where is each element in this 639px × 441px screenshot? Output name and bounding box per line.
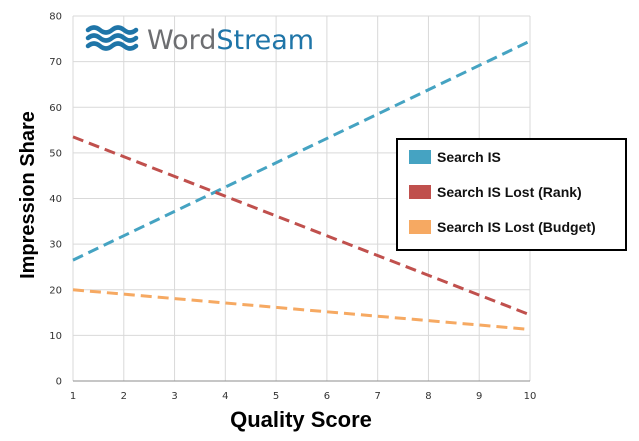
series-line-3 xyxy=(72,288,531,331)
x-tick-label: 6 xyxy=(324,391,330,402)
wave-icon xyxy=(85,25,139,51)
x-tick-label: 9 xyxy=(476,391,482,402)
y-tick-label: 20 xyxy=(49,285,62,296)
svg-text:WordStream: WordStream xyxy=(147,25,314,56)
legend-label: Search IS xyxy=(437,149,501,165)
legend-swatch xyxy=(409,185,431,199)
y-tick-label: 10 xyxy=(49,331,62,342)
legend-box xyxy=(396,138,627,251)
x-tick-label: 5 xyxy=(273,391,279,402)
y-tick-label: 50 xyxy=(49,148,62,159)
y-axis-title: Impression Share xyxy=(17,111,39,279)
x-tick-label: 8 xyxy=(425,391,431,402)
y-tick-label: 30 xyxy=(49,240,62,251)
x-tick-label: 10 xyxy=(524,391,537,402)
y-tick-label: 60 xyxy=(49,103,62,114)
legend: Search IS Search IS Lost (Rank) Search IS … xyxy=(396,138,627,251)
y-tick-label: 80 xyxy=(49,12,62,23)
legend-label: Search IS Lost (Rank) xyxy=(437,184,582,200)
wordstream-logo: WordStream xyxy=(85,25,314,56)
x-tick-label: 1 xyxy=(70,391,76,402)
x-tick-label: 4 xyxy=(222,391,228,402)
y-tick-label: 0 xyxy=(56,377,62,388)
legend-swatch xyxy=(409,220,431,234)
logo-word-part-2: Stream xyxy=(216,25,314,56)
legend-swatch xyxy=(409,150,431,164)
logo-word-part-1: Word xyxy=(147,25,216,56)
x-axis-ticks: 1 2 3 4 5 6 7 8 9 10 xyxy=(70,391,537,402)
x-tick-label: 2 xyxy=(121,391,127,402)
y-tick-label: 70 xyxy=(49,57,62,68)
x-axis-title: Quality Score xyxy=(230,407,372,432)
series-line-2 xyxy=(72,135,531,317)
series-lines xyxy=(72,39,531,331)
y-tick-label: 40 xyxy=(49,194,62,205)
legend-label: Search IS Lost (Budget) xyxy=(437,219,596,235)
x-tick-label: 7 xyxy=(374,391,380,402)
x-tick-label: 3 xyxy=(171,391,177,402)
y-axis-ticks: 0 10 20 30 40 50 60 70 80 xyxy=(49,12,62,388)
